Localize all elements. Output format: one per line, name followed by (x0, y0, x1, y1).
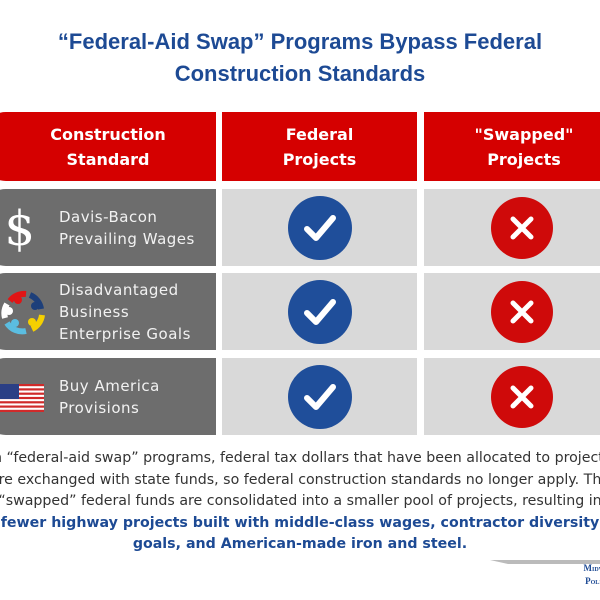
header-swapped-projects: "Swapped" Projects (424, 112, 600, 181)
logo-text: Policy I (585, 576, 600, 586)
check-icon (287, 279, 352, 344)
federal-dbe-goals (222, 273, 417, 350)
header-federal-projects: Federal Projects (222, 112, 417, 181)
midwest-policy-logo: Midwest Policy I (556, 562, 600, 588)
explanation-paragraph: In “federal-aid swap” programs, federal … (0, 448, 600, 556)
header-text: "Swapped" (474, 124, 574, 144)
page-title: “Federal-Aid Swap” Programs Bypass Feder… (0, 26, 600, 90)
standard-text: Disadvantaged (59, 280, 179, 299)
svg-text:$: $ (8, 203, 32, 253)
us-flag-icon (0, 384, 44, 412)
x-icon (491, 280, 553, 343)
standard-dbe-goals: Disadvantaged Business Enterprise Goals (0, 273, 216, 350)
header-text: Federal (285, 124, 354, 144)
standard-text: Business (59, 302, 130, 321)
header-text: Standard (66, 149, 150, 169)
standard-text: Provisions (59, 398, 140, 417)
swapped-davis-bacon (424, 189, 600, 266)
header-construction-standard: Construction Standard (0, 112, 216, 181)
title-line-2: Construction Standards (174, 61, 426, 86)
federal-buy-america (222, 358, 417, 435)
federal-davis-bacon (222, 189, 417, 266)
explanation-highlight: fewer highway projects built with middle… (0, 514, 600, 553)
check-icon (287, 195, 352, 260)
explanation-text: In “federal-aid swap” programs, federal … (0, 450, 600, 509)
x-icon (491, 365, 553, 428)
swapped-buy-america (424, 358, 600, 435)
logo-swoosh (490, 560, 600, 564)
standard-text: Davis-Bacon (59, 207, 158, 226)
swapped-dbe-goals (424, 273, 600, 350)
standard-buy-america: Buy America Provisions (0, 358, 216, 435)
standard-davis-bacon: $ Davis-Bacon Prevailing Wages (0, 189, 216, 266)
header-text: Projects (487, 149, 561, 169)
header-text: Construction (50, 124, 166, 144)
standard-text: Prevailing Wages (59, 229, 195, 248)
dollar-sign-icon: $ (8, 203, 32, 253)
x-icon (491, 196, 553, 259)
logo-text: Midwest (583, 563, 600, 573)
title-line-1: “Federal-Aid Swap” Programs Bypass Feder… (57, 29, 543, 54)
check-icon (287, 364, 352, 429)
people-circle-icon (1, 290, 45, 335)
standard-text: Buy America (59, 376, 160, 395)
header-text: Projects (282, 149, 357, 169)
standard-text: Enterprise Goals (59, 324, 191, 343)
